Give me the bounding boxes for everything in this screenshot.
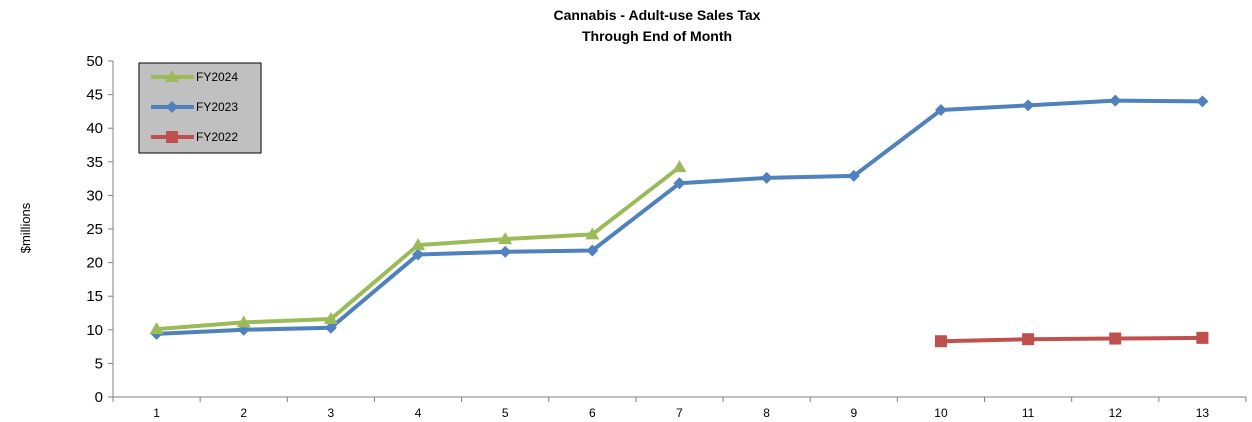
series-fy2024: [149, 160, 687, 335]
data-point-fy2022: [934, 335, 947, 348]
y-tick-label: 5: [95, 355, 103, 372]
data-point-fy2023: [324, 321, 337, 334]
x-tick-label: 5: [502, 406, 509, 420]
y-tick-label: 25: [86, 221, 103, 238]
x-tick-label: 12: [1109, 406, 1123, 420]
y-tick-label: 50: [86, 53, 103, 70]
data-point-fy2024: [149, 322, 164, 335]
data-point-fy2024: [236, 315, 251, 328]
data-point-fy2023: [673, 177, 686, 190]
chart-title: Cannabis - Adult-use Sales Tax: [554, 7, 761, 23]
data-point-fy2023: [847, 169, 860, 182]
x-tick-label: 3: [328, 406, 335, 420]
legend-marker-fy2023: [166, 101, 178, 113]
data-point-fy2024: [585, 227, 600, 240]
chart-subtitle: Through End of Month: [582, 28, 732, 44]
x-tick-label: 11: [1022, 406, 1035, 420]
x-tick-label: 6: [589, 406, 596, 420]
data-point-fy2023: [1022, 99, 1035, 112]
y-tick-label: 20: [86, 255, 103, 272]
y-tick-label: 40: [86, 120, 103, 137]
data-point-fy2023: [1109, 94, 1122, 107]
x-tick-label: 9: [850, 406, 857, 420]
data-point-fy2023: [934, 104, 947, 117]
data-point-fy2022: [1196, 331, 1209, 344]
x-tick-label: 13: [1196, 406, 1210, 420]
legend: FY2024 FY2023 FY2022: [138, 62, 262, 154]
y-tick-label: 45: [86, 87, 103, 104]
data-point-fy2023: [1196, 95, 1209, 108]
data-point-fy2023: [412, 248, 425, 261]
x-tick-label: 7: [676, 406, 683, 420]
legend-marker-fy2024: [165, 70, 179, 82]
series-fy2023: [150, 94, 1209, 340]
series-line-fy2022: [938, 335, 1205, 344]
legend-marker-fy2022: [166, 131, 178, 143]
data-point-fy2023: [586, 244, 599, 257]
y-tick-label: 15: [86, 288, 103, 305]
data-point-fy2024: [498, 232, 513, 245]
series-fy2022: [934, 331, 1209, 348]
x-tick-label: 2: [240, 406, 247, 420]
y-tick-label: 10: [86, 322, 103, 339]
data-point-fy2024: [672, 160, 687, 173]
data-point-fy2022: [1022, 333, 1035, 346]
x-tick-label: 4: [415, 406, 422, 420]
series-layer: [149, 94, 1209, 348]
y-tick-label: 35: [86, 154, 103, 171]
data-point-fy2023: [760, 171, 773, 184]
legend-label-fy2024: FY2024: [196, 70, 238, 84]
y-tick-label: 0: [95, 389, 103, 406]
data-point-fy2023: [499, 245, 512, 258]
data-point-fy2022: [1109, 332, 1122, 345]
legend-label-fy2022: FY2022: [196, 130, 238, 144]
data-point-fy2024: [323, 312, 338, 325]
y-axis-label: $millions: [18, 202, 33, 253]
x-tick-label: 1: [153, 406, 160, 420]
x-tick-label: 10: [934, 406, 948, 420]
x-tick-label: 8: [763, 406, 770, 420]
series-line-fy2023: [154, 98, 1205, 336]
y-tick-label: 30: [86, 187, 103, 204]
legend-label-fy2023: FY2023: [196, 100, 238, 114]
data-point-fy2024: [411, 238, 426, 251]
